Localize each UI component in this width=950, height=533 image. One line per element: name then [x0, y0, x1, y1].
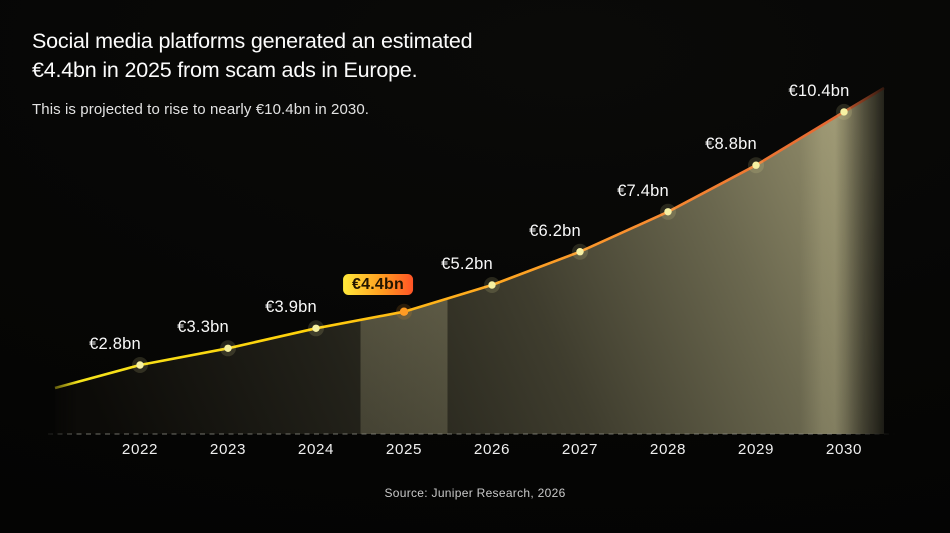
data-point-2023	[224, 344, 232, 352]
value-label-2027: €6.2bn	[529, 221, 581, 240]
x-axis-label-2029: 2029	[737, 441, 775, 458]
x-axis-label-2025: 2025	[385, 441, 423, 458]
data-point-2025	[399, 307, 409, 316]
data-point-2028	[664, 208, 672, 216]
highlight-band-2025	[360, 88, 448, 434]
value-label-2023: €3.3bn	[177, 318, 229, 337]
value-label-2022: €2.8bn	[89, 335, 141, 353]
title-line-2: €4.4bn in 2025 from scam ads in Europe.	[32, 58, 418, 82]
value-label-2024: €3.9bn	[265, 298, 317, 317]
area-fill	[55, 88, 884, 434]
chart-subtitle: This is projected to rise to nearly €10.…	[32, 101, 370, 118]
data-point-2022	[136, 361, 144, 369]
value-label-2030: €10.4bn	[788, 81, 850, 100]
x-axis-label-2022: 2022	[121, 441, 159, 458]
x-axis-label-2024: 2024	[297, 441, 335, 458]
title-line-1: Social media platforms generated an esti…	[32, 29, 473, 53]
value-label-2028: €7.4bn	[617, 181, 669, 200]
x-axis-label-2028: 2028	[649, 441, 687, 458]
header: Social media platforms generated an esti…	[32, 27, 473, 118]
x-axis-label-2027: 2027	[561, 441, 599, 458]
chart-title: Social media platforms generated an esti…	[32, 27, 473, 85]
data-point-2029	[752, 161, 760, 169]
value-label-2029: €8.8bn	[705, 135, 757, 154]
x-axis-label-2023: 2023	[209, 441, 247, 458]
x-axis-label-2026: 2026	[473, 441, 511, 458]
value-label-2026: €5.2bn	[441, 255, 493, 273]
data-point-2024	[312, 324, 320, 332]
data-point-2027	[576, 248, 584, 256]
data-point-2026	[488, 281, 496, 289]
x-axis-label-2030: 2030	[825, 441, 863, 458]
highlight-badge-2025: €4.4bn	[343, 273, 413, 295]
highlight-band-2030	[800, 88, 864, 434]
data-point-2030	[840, 108, 848, 116]
source-note: Source: Juniper Research, 2026	[384, 486, 566, 500]
